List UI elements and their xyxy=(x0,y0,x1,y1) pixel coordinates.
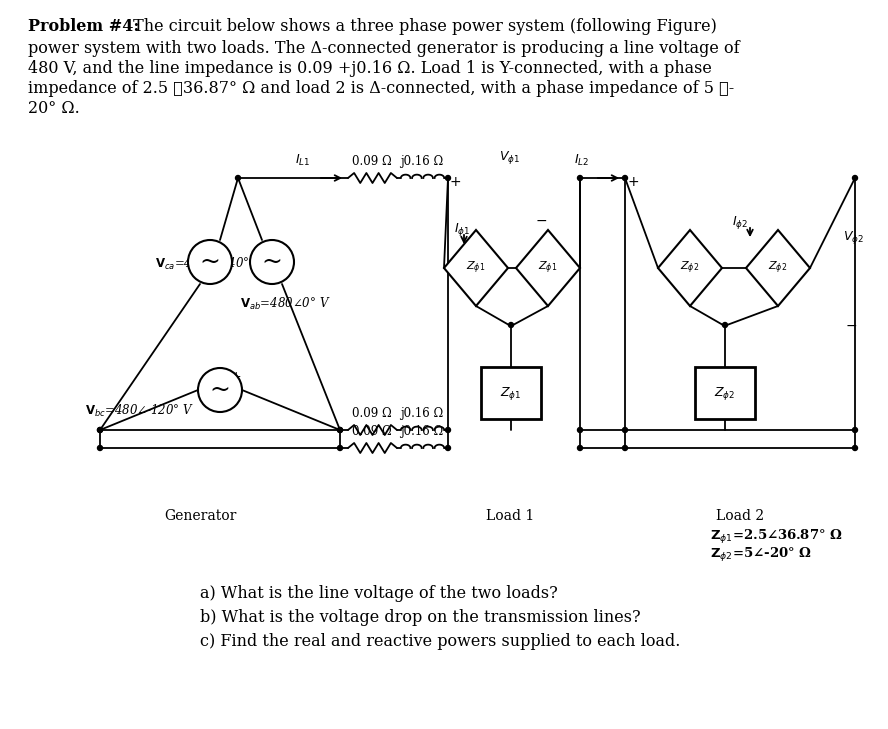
Circle shape xyxy=(577,445,583,451)
Circle shape xyxy=(622,445,628,451)
Circle shape xyxy=(577,427,583,432)
Circle shape xyxy=(198,368,242,412)
Circle shape xyxy=(250,240,294,284)
Text: power system with two loads. The Δ-connected generator is producing a line volta: power system with two loads. The Δ-conne… xyxy=(28,40,740,57)
Polygon shape xyxy=(746,230,810,306)
Circle shape xyxy=(852,445,858,451)
Polygon shape xyxy=(658,230,722,306)
Text: Load 1: Load 1 xyxy=(486,509,534,523)
Text: $\mathbf{Z}_{\phi 1}$=2.5∠36.87° Ω: $\mathbf{Z}_{\phi 1}$=2.5∠36.87° Ω xyxy=(710,528,843,546)
Circle shape xyxy=(446,445,450,451)
Text: 0.09 Ω: 0.09 Ω xyxy=(353,425,392,438)
Text: $Z_{\phi 2}$: $Z_{\phi 2}$ xyxy=(714,384,735,402)
Polygon shape xyxy=(444,230,508,306)
Circle shape xyxy=(622,176,628,181)
Text: a) What is the line voltage of the two loads?: a) What is the line voltage of the two l… xyxy=(200,585,558,602)
Text: +: + xyxy=(627,175,638,189)
Circle shape xyxy=(337,427,343,432)
Text: $Z_{\phi 1}$: $Z_{\phi 1}$ xyxy=(538,260,558,276)
Text: $V_{\phi 2}$: $V_{\phi 2}$ xyxy=(843,229,864,246)
Circle shape xyxy=(446,427,450,432)
Polygon shape xyxy=(516,230,580,306)
Text: 0.09 Ω: 0.09 Ω xyxy=(353,155,392,168)
Text: impedance of 2.5 ⍨36.87° Ω and load 2 is Δ-connected, with a phase impedance of : impedance of 2.5 ⍨36.87° Ω and load 2 is… xyxy=(28,80,734,97)
Text: +: + xyxy=(231,370,242,383)
Text: j0.16 Ω: j0.16 Ω xyxy=(400,425,444,438)
Text: $I_{\phi 1}$: $I_{\phi 1}$ xyxy=(454,221,470,238)
Text: ~: ~ xyxy=(262,251,282,273)
Text: $I_{L2}$: $I_{L2}$ xyxy=(575,153,590,168)
Text: $I_{L1}$: $I_{L1}$ xyxy=(296,153,311,168)
Text: −: − xyxy=(845,319,857,333)
Circle shape xyxy=(577,176,583,181)
Text: $I_{\phi 2}$: $I_{\phi 2}$ xyxy=(732,214,748,231)
Text: $\mathbf{V}_{ca}$=480∠-240° V: $\mathbf{V}_{ca}$=480∠-240° V xyxy=(155,256,264,272)
Circle shape xyxy=(98,445,102,451)
Circle shape xyxy=(235,176,241,181)
Circle shape xyxy=(852,176,858,181)
Circle shape xyxy=(622,427,628,432)
Circle shape xyxy=(188,240,232,284)
Text: j0.16 Ω: j0.16 Ω xyxy=(400,155,444,168)
Text: Load 2: Load 2 xyxy=(716,509,764,523)
Circle shape xyxy=(98,427,102,432)
Text: $Z_{\phi 1}$: $Z_{\phi 1}$ xyxy=(466,260,486,276)
Text: −: − xyxy=(535,214,547,228)
Text: $Z_{\phi 1}$: $Z_{\phi 1}$ xyxy=(500,384,521,402)
Circle shape xyxy=(509,322,513,327)
Text: c) Find the real and reactive powers supplied to each load.: c) Find the real and reactive powers sup… xyxy=(200,633,680,650)
Text: The circuit below shows a three phase power system (following Figure): The circuit below shows a three phase po… xyxy=(128,18,717,35)
Text: $\mathbf{Z}_{\phi 2}$=5∠-20° Ω: $\mathbf{Z}_{\phi 2}$=5∠-20° Ω xyxy=(710,546,812,564)
Circle shape xyxy=(98,427,102,432)
Circle shape xyxy=(446,176,450,181)
Polygon shape xyxy=(695,367,755,419)
Text: $Z_{\phi 2}$: $Z_{\phi 2}$ xyxy=(768,260,788,276)
Text: $V_{\phi 1}$: $V_{\phi 1}$ xyxy=(499,149,520,166)
Text: ~: ~ xyxy=(200,251,220,273)
Text: ~: ~ xyxy=(210,378,231,402)
Circle shape xyxy=(852,427,858,432)
Text: Generator: Generator xyxy=(163,509,236,523)
Text: $\mathbf{V}_{ab}$=480∠0° V: $\mathbf{V}_{ab}$=480∠0° V xyxy=(240,296,330,312)
Text: 480 V, and the line impedance is 0.09 +⁠j0.16 Ω. Load 1 is Y-connected, with a p: 480 V, and the line impedance is 0.09 +⁠… xyxy=(28,60,712,77)
Text: Problem #4:: Problem #4: xyxy=(28,18,139,35)
Circle shape xyxy=(723,322,727,327)
Text: 20° Ω.: 20° Ω. xyxy=(28,100,80,117)
Text: $\mathbf{V}_{bc}$=480∠-120° V: $\mathbf{V}_{bc}$=480∠-120° V xyxy=(85,403,194,419)
Circle shape xyxy=(337,445,343,451)
Text: b) What is the voltage drop on the transmission lines?: b) What is the voltage drop on the trans… xyxy=(200,609,640,626)
Text: $Z_{\phi 2}$: $Z_{\phi 2}$ xyxy=(680,260,700,276)
Polygon shape xyxy=(481,367,541,419)
Circle shape xyxy=(337,427,343,432)
Text: +: + xyxy=(449,175,461,189)
Text: 0.09 Ω: 0.09 Ω xyxy=(353,407,392,420)
Text: j0.16 Ω: j0.16 Ω xyxy=(400,407,444,420)
